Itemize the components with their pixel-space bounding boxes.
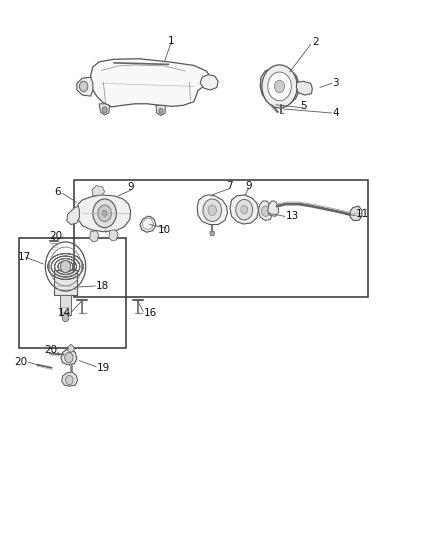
- Polygon shape: [89, 231, 99, 242]
- Polygon shape: [142, 219, 153, 230]
- Polygon shape: [109, 230, 118, 241]
- Bar: [19, 238, 127, 349]
- Circle shape: [102, 107, 107, 113]
- Text: 5: 5: [300, 101, 307, 111]
- Polygon shape: [67, 344, 74, 352]
- Polygon shape: [197, 195, 227, 224]
- Circle shape: [159, 108, 163, 114]
- Text: 13: 13: [286, 212, 299, 221]
- Polygon shape: [67, 206, 79, 224]
- Circle shape: [98, 205, 111, 222]
- Polygon shape: [77, 77, 93, 96]
- Polygon shape: [91, 59, 211, 107]
- Circle shape: [203, 199, 222, 222]
- Text: 11: 11: [356, 209, 369, 219]
- Circle shape: [268, 72, 291, 101]
- Text: 9: 9: [127, 182, 134, 192]
- Text: 7: 7: [226, 181, 233, 191]
- Bar: [60, 295, 71, 315]
- Polygon shape: [61, 350, 77, 365]
- Polygon shape: [260, 68, 299, 106]
- Circle shape: [275, 80, 285, 93]
- Text: 2: 2: [312, 37, 319, 47]
- Bar: [54, 270, 77, 295]
- Polygon shape: [156, 106, 165, 116]
- Polygon shape: [350, 206, 362, 221]
- Polygon shape: [77, 195, 131, 232]
- Text: 10: 10: [158, 224, 171, 235]
- Text: 20: 20: [44, 345, 57, 356]
- Circle shape: [102, 210, 107, 216]
- Circle shape: [79, 81, 88, 92]
- Polygon shape: [92, 185, 105, 196]
- Text: 14: 14: [58, 308, 71, 318]
- Text: 1: 1: [167, 36, 174, 46]
- Text: 19: 19: [97, 363, 110, 373]
- Circle shape: [66, 375, 73, 385]
- Text: 3: 3: [332, 78, 339, 88]
- Circle shape: [60, 260, 71, 273]
- Text: 18: 18: [96, 281, 110, 291]
- Circle shape: [93, 199, 117, 228]
- Circle shape: [236, 199, 253, 220]
- Bar: [74, 180, 368, 297]
- Text: 16: 16: [144, 308, 157, 318]
- Polygon shape: [99, 104, 110, 115]
- Circle shape: [65, 352, 73, 362]
- Circle shape: [241, 206, 247, 214]
- Text: 20: 20: [14, 357, 27, 367]
- Polygon shape: [268, 201, 279, 216]
- Text: 20: 20: [49, 231, 63, 241]
- Text: 4: 4: [332, 108, 339, 118]
- Polygon shape: [62, 372, 78, 386]
- Text: 6: 6: [55, 187, 61, 197]
- Circle shape: [208, 205, 216, 215]
- Circle shape: [262, 65, 297, 108]
- Polygon shape: [258, 201, 273, 221]
- Polygon shape: [230, 195, 258, 224]
- Polygon shape: [200, 75, 218, 90]
- Polygon shape: [297, 81, 312, 95]
- Text: 9: 9: [245, 181, 252, 191]
- Circle shape: [62, 313, 69, 322]
- Polygon shape: [140, 216, 156, 232]
- Polygon shape: [210, 232, 215, 236]
- Circle shape: [261, 206, 270, 216]
- Text: 17: 17: [18, 252, 31, 262]
